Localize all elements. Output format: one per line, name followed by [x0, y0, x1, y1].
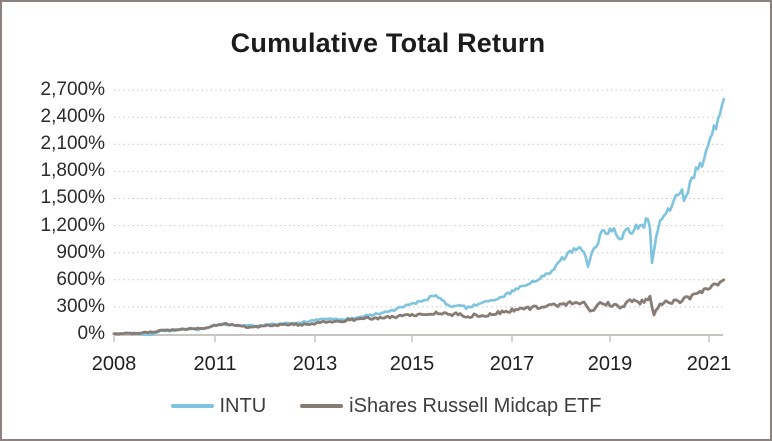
- y-axis-label: 900%: [56, 242, 105, 263]
- series-line-etf: [112, 278, 726, 336]
- x-axis-label: 2017: [489, 353, 535, 375]
- legend-item-etf: iShares Russell Midcap ETF: [300, 394, 601, 418]
- y-axis-label: 0%: [77, 323, 105, 344]
- y-axis-label: 1,800%: [40, 160, 105, 181]
- legend-label-intu: INTU: [219, 395, 267, 417]
- legend-swatch-etf: [300, 404, 344, 408]
- x-axis-label: 2019: [587, 353, 633, 375]
- x-axis-label: 2021: [686, 353, 732, 375]
- series-line-intu: [112, 97, 726, 336]
- y-axis-label: 2,100%: [40, 133, 105, 154]
- y-axis-label: 1,200%: [40, 215, 105, 236]
- x-axis-label: 2011: [193, 353, 237, 375]
- legend-item-intu: INTU: [170, 394, 267, 418]
- x-axis-label: 2013: [292, 353, 338, 375]
- y-axis-label: 2,700%: [40, 79, 105, 100]
- x-axis-label: 2008: [91, 353, 137, 375]
- legend-label-etf: iShares Russell Midcap ETF: [349, 395, 602, 417]
- y-axis-label: 600%: [56, 269, 105, 290]
- chart-legend: INTU iShares Russell Midcap ETF: [2, 394, 770, 418]
- chart-title: Cumulative Total Return: [230, 28, 546, 58]
- y-axis-label: 1,500%: [40, 187, 105, 208]
- x-axis-label: 2015: [389, 353, 435, 375]
- y-axis-label: 300%: [56, 296, 105, 317]
- y-axis-label: 2,400%: [40, 106, 105, 127]
- legend-swatch-intu: [170, 404, 214, 408]
